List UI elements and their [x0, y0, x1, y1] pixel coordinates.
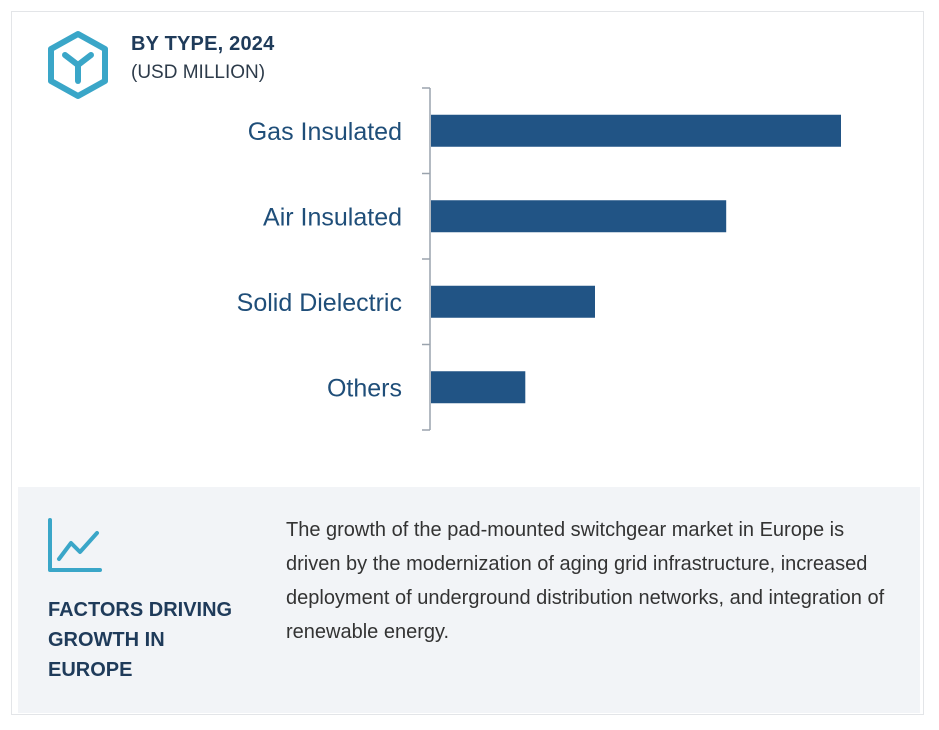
trend-line-icon: [48, 518, 102, 572]
chart-title: BY TYPE, 2024: [131, 33, 275, 55]
category-label: Gas Insulated: [248, 118, 402, 146]
factors-description: The growth of the pad-mounted switchgear…: [286, 519, 885, 643]
category-label: Solid Dielectric: [237, 289, 402, 317]
bar: [431, 114, 841, 147]
bar-chart: Gas Insulated Air Insulated Solid Dielectr…: [237, 87, 841, 431]
bar: [431, 371, 526, 404]
chart-subtitle: (USD MILLION): [131, 62, 266, 83]
factors-title: FACTORS DRIVING GROWTH IN EUROPE: [48, 599, 233, 681]
factors-panel: FACTORS DRIVING GROWTH IN EUROPE The gro…: [18, 487, 920, 713]
cube-y-icon: [48, 31, 108, 99]
bar: [431, 200, 727, 233]
bar: [431, 285, 595, 318]
category-label: Others: [327, 374, 402, 402]
category-label: Air Insulated: [263, 203, 402, 231]
